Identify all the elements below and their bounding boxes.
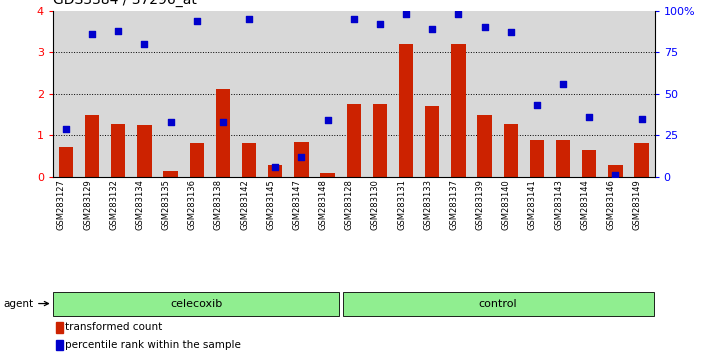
Text: GSM283132: GSM283132 (109, 179, 118, 230)
Bar (634, 143, 649, 177)
Text: GSM283149: GSM283149 (633, 179, 641, 230)
Point (558, 81, 569, 87)
Point (610, 172, 621, 178)
Point (270, 164, 281, 170)
Point (636, 116, 647, 122)
Bar (451, 44, 465, 177)
Bar (111, 124, 125, 177)
Bar (137, 125, 151, 177)
Text: GSM283134: GSM283134 (135, 179, 144, 230)
Point (532, 103, 543, 108)
Bar (503, 124, 518, 177)
Bar (372, 104, 387, 177)
Text: percentile rank within the sample: percentile rank within the sample (65, 340, 241, 350)
Point (348, 16, 360, 22)
Point (401, 11, 412, 17)
Text: GSM283127: GSM283127 (57, 179, 66, 230)
Text: GSM283138: GSM283138 (214, 179, 223, 230)
Point (244, 16, 255, 22)
Point (218, 119, 229, 125)
Bar (242, 143, 256, 177)
Point (296, 154, 307, 160)
Bar (343, 292, 654, 315)
Text: GSM283130: GSM283130 (371, 179, 380, 230)
Point (61, 126, 72, 132)
Point (584, 114, 595, 120)
Text: GSM283137: GSM283137 (449, 179, 458, 230)
Bar (54, 292, 339, 315)
Text: GSM283146: GSM283146 (606, 179, 615, 230)
Text: GSM283131: GSM283131 (397, 179, 406, 230)
Point (479, 24, 490, 30)
Bar (85, 115, 99, 177)
Point (165, 119, 176, 125)
Bar (425, 106, 439, 177)
Bar (529, 139, 544, 177)
Point (375, 21, 386, 27)
Point (322, 118, 333, 123)
Bar (56, 340, 63, 350)
Bar (58, 147, 73, 177)
Text: GSM283142: GSM283142 (240, 179, 249, 230)
Point (87, 31, 98, 37)
Text: GSM283145: GSM283145 (266, 179, 275, 230)
Text: GSM283144: GSM283144 (580, 179, 589, 230)
Text: GSM283135: GSM283135 (161, 179, 170, 230)
Point (505, 29, 517, 35)
Bar (477, 115, 492, 177)
Point (453, 11, 464, 17)
Bar (346, 104, 361, 177)
Text: GSM283129: GSM283129 (83, 179, 92, 230)
Bar (294, 142, 308, 177)
Bar (163, 171, 178, 177)
Bar (215, 89, 230, 177)
Bar (268, 165, 282, 177)
Bar (608, 165, 622, 177)
Text: GSM283147: GSM283147 (292, 179, 301, 230)
Bar (556, 141, 570, 177)
Bar (399, 44, 413, 177)
Text: agent: agent (3, 298, 49, 309)
Text: transformed count: transformed count (65, 322, 162, 332)
Text: GSM283141: GSM283141 (528, 179, 537, 230)
Text: GSM283143: GSM283143 (554, 179, 563, 230)
Bar (56, 322, 63, 333)
Text: GSM283148: GSM283148 (319, 179, 327, 230)
Point (139, 41, 150, 47)
Bar (582, 150, 596, 177)
Bar (189, 143, 204, 177)
Point (113, 28, 124, 33)
Text: GSM283128: GSM283128 (345, 179, 354, 230)
Text: GSM283140: GSM283140 (502, 179, 511, 230)
Text: GSM283136: GSM283136 (188, 179, 196, 230)
Text: control: control (479, 298, 517, 309)
Point (427, 26, 438, 32)
Point (191, 18, 202, 23)
Bar (320, 173, 335, 177)
Text: GSM283133: GSM283133 (423, 179, 432, 230)
Text: GSM283139: GSM283139 (476, 179, 484, 230)
Text: GDS3384 / 37296_at: GDS3384 / 37296_at (53, 0, 196, 7)
Text: celecoxib: celecoxib (170, 298, 223, 309)
